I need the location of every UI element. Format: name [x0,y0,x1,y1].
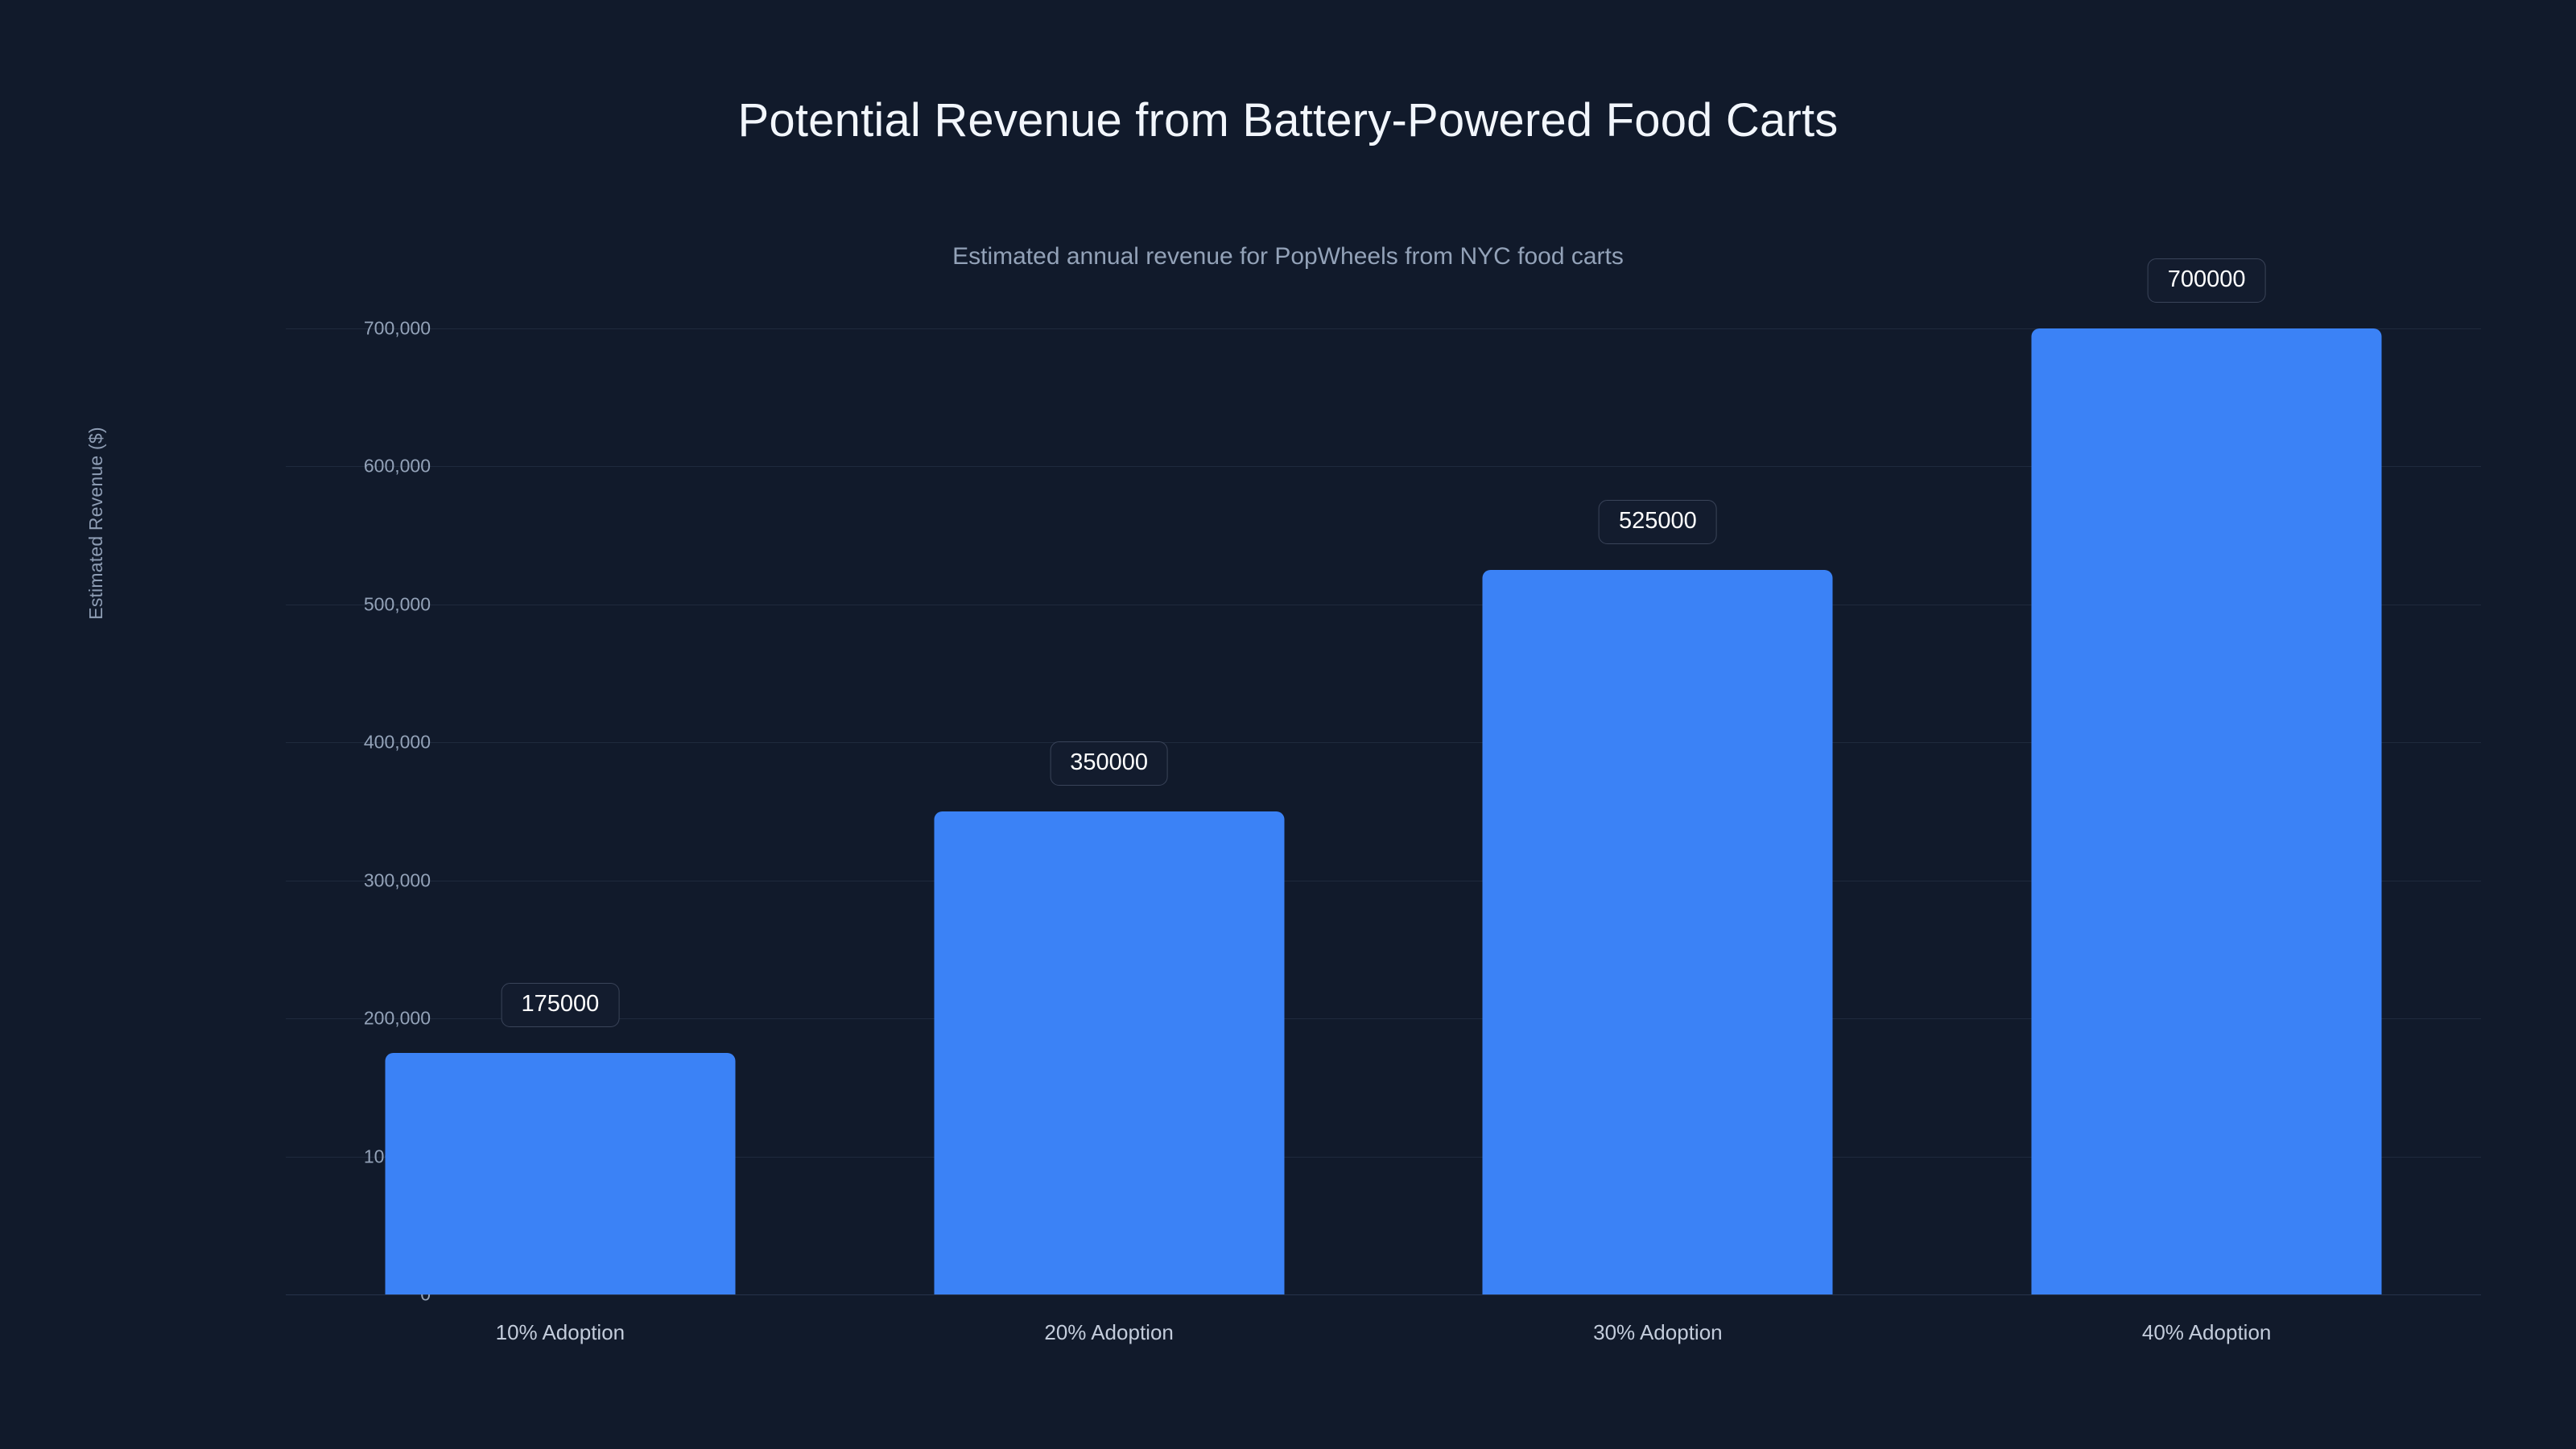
x-tick-label: 30% Adoption [1593,1320,1723,1344]
chart-title: Potential Revenue from Battery-Powered F… [737,94,1839,147]
chart-subtitle: Estimated annual revenue for PopWheels f… [952,243,1624,270]
x-tick-label: 10% Adoption [495,1320,625,1344]
bar-40-percent-adoption[interactable] [2031,328,2382,1294]
bar-band: 525000 30% Adoption [1384,328,1933,1344]
y-tick-label: 700,000 [363,317,431,339]
y-tick-label: 400,000 [363,731,431,753]
bar-20-percent-adoption[interactable] [934,811,1285,1294]
y-tick-label: 500,000 [363,593,431,615]
bar-10-percent-adoption[interactable] [385,1053,736,1294]
y-axis-title: Estimated Revenue ($) [85,427,106,620]
bar-value-label: 175000 [501,983,620,1027]
bar-value-label: 525000 [1598,500,1717,544]
plot-area: 700,000 600,000 500,000 400,000 300,000 … [286,258,2481,1344]
bar-band: 700000 40% Adoption [1932,258,2481,1344]
y-tick-label: 200,000 [363,1007,431,1029]
x-tick-label: 20% Adoption [1044,1320,1174,1344]
bar-band: 175000 10% Adoption [286,328,835,1344]
x-tick-label: 40% Adoption [2141,1320,2272,1344]
bar-value-label: 700000 [2147,258,2266,303]
y-tick-label: 600,000 [363,455,431,477]
bar-band: 350000 20% Adoption [835,328,1384,1344]
bar-value-label: 350000 [1050,741,1169,786]
y-tick-label: 300,000 [363,869,431,891]
bar-30-percent-adoption[interactable] [1482,570,1833,1294]
